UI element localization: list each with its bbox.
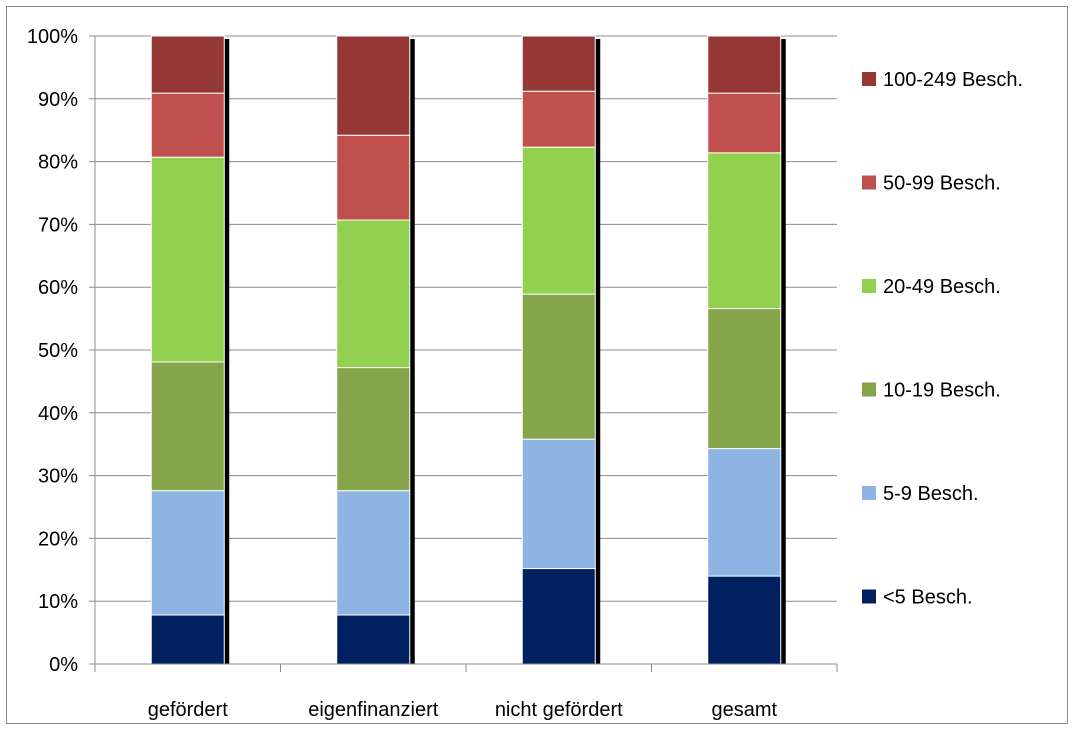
legend-label: 50-99 Besch. [883,173,1001,195]
legend-swatch [862,279,876,293]
legend-label: 5-9 Besch. [883,483,979,505]
bar-segment [521,146,596,295]
bar-shadow [780,39,786,664]
legend-label: 10-19 Besch. [883,380,1001,402]
legend-label: 20-49 Besch. [883,276,1001,298]
bar-segment [150,361,225,492]
legend-item: 50-99 Besch. [862,173,1001,195]
bar-shadow [409,39,415,664]
y-tick-label: 0% [49,654,78,676]
bar-segment [521,438,596,570]
legend-label: <5 Besch. [883,587,973,609]
legend-item: <5 Besch. [862,587,973,609]
y-tick-label: 10% [38,591,78,613]
bar-segment [150,92,225,158]
x-tick-label: eigenfinanziert [308,699,439,721]
bar-group [707,35,786,665]
legend-label: 100-249 Besch. [883,69,1023,91]
bar-segment [336,490,411,616]
bar-segment [707,152,782,310]
legend-swatch [862,589,876,604]
bar-group [521,35,601,665]
y-tick-label: 90% [38,89,78,111]
bar-segment [336,367,411,492]
bar-segment [707,35,782,94]
bar-segment [336,35,411,136]
bar-segment [521,568,596,665]
bar-shadow [224,39,230,664]
legend-item: 10-19 Besch. [862,380,1001,402]
y-tick-label: 50% [38,340,78,362]
bar-shadow [595,39,601,664]
legend: 100-249 Besch. 50-99 Besch. 20-49 Besch. 10… [862,69,1023,609]
bar-groups [150,35,786,665]
y-tick-label: 60% [38,277,78,299]
bar-segment [336,614,411,665]
legend-swatch [862,382,876,397]
y-tick-label: 80% [38,152,78,174]
bar-group [336,35,415,665]
y-tick-label: 30% [38,466,78,488]
x-tick-label: nicht gefördert [495,699,623,721]
bar-segment [521,35,596,92]
legend-item: 20-49 Besch. [862,276,1001,298]
bar-segment [150,35,225,94]
bar-segment [336,134,411,221]
y-axis-tick-labels: 0% 10% 20% 30% 40% 50% 60% 70% 80% 90% 100% [27,26,95,676]
bar-segment [707,448,782,577]
x-tick-label: gesamt [711,699,777,721]
legend-item: 100-249 Besch. [862,69,1023,91]
bar-segment [150,156,225,363]
legend-swatch [862,175,876,190]
x-axis-tick-labels: gefördert eigenfinanziert nicht gefördert g… [148,699,778,721]
x-tick-label: gefördert [148,699,228,721]
y-tick-label: 100% [27,26,78,48]
y-tick-label: 20% [38,528,78,550]
bar-segment [150,614,225,665]
bar-segment [707,308,782,450]
legend-item: 5-9 Besch. [862,483,979,505]
bar-segment [521,90,596,148]
bar-group [150,35,230,665]
legend-swatch [862,72,876,86]
y-tick-label: 40% [38,403,78,425]
legend-swatch [862,486,876,500]
bar-segment [336,219,411,369]
bar-segment [707,575,782,665]
bar-segment [521,293,596,440]
y-tick-label: 70% [38,214,78,236]
bar-segment [707,92,782,154]
bar-segment [150,490,225,616]
